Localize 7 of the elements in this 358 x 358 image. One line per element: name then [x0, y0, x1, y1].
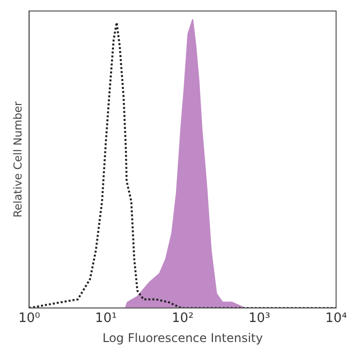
- x-tick-label: 10²: [172, 311, 194, 326]
- x-tick-label: 10⁰: [18, 311, 40, 326]
- y-axis-title: Relative Cell Number: [11, 100, 24, 218]
- x-tick-label: 10¹: [95, 311, 117, 326]
- x-tick-label: 10⁴: [325, 311, 348, 326]
- x-axis-title: Log Fluorescence Intensity: [102, 330, 263, 345]
- x-tick-label: 10³: [248, 311, 270, 326]
